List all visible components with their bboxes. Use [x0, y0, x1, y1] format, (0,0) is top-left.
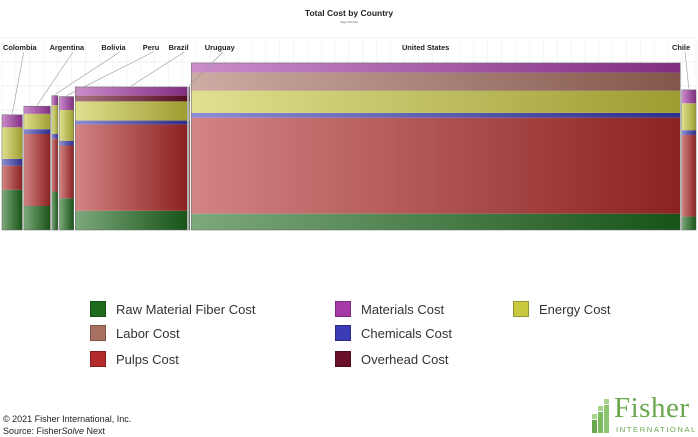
- bar-peru: [59, 96, 74, 231]
- bar-segment-raw: [23, 206, 51, 230]
- copyright-text: © 2021 Fisher International, Inc.: [3, 414, 132, 424]
- leader-line: [189, 51, 224, 87]
- leader-line: [66, 51, 154, 96]
- bar-segment-pulps: [59, 145, 74, 199]
- bar-segment-energy: [2, 127, 23, 159]
- bar-united-states: [191, 62, 681, 231]
- bar-uruguay: [188, 86, 191, 231]
- bar-segment-materials: [51, 95, 58, 106]
- bar-segment-chemicals: [2, 158, 23, 166]
- bar-segment-energy: [51, 105, 58, 134]
- leader-line: [54, 51, 120, 95]
- bar-segment-pulps: [188, 124, 190, 211]
- bar-brazil: [74, 86, 188, 231]
- bar-segment-materials: [59, 96, 74, 110]
- country-label: Chile: [672, 43, 690, 52]
- bar-segment-chemicals: [681, 130, 696, 135]
- country-label: Brazil: [169, 43, 189, 52]
- bar-segment-materials: [75, 86, 188, 96]
- bar-segment-materials: [2, 114, 23, 128]
- bar-segment-chemicals: [59, 140, 74, 146]
- logo-sub: INTERNATIONAL: [616, 425, 697, 434]
- logo-name: Fisher: [614, 392, 690, 424]
- bar-segment-materials: [23, 106, 51, 114]
- country-label: Argentina: [50, 43, 85, 52]
- bar-segment-pulps: [2, 165, 23, 190]
- bar-segment-energy: [188, 101, 190, 121]
- bar-outline: [188, 86, 191, 231]
- bar-segment-materials: [191, 62, 681, 73]
- bar-colombia: [1, 114, 23, 231]
- bar-segment-raw: [51, 191, 58, 230]
- country-label: Bolivia: [101, 43, 126, 52]
- bar-segment-pulps: [191, 117, 681, 214]
- bar-outline: [191, 62, 681, 231]
- country-label: Peru: [143, 43, 160, 52]
- bar-segment-raw: [2, 189, 23, 230]
- bar-segment-materials: [681, 89, 696, 104]
- country-label: United States: [402, 43, 449, 52]
- bar-segment-overhead: [75, 95, 188, 102]
- bar-segment-overhead: [188, 95, 190, 102]
- bar-segment-raw: [681, 216, 696, 230]
- logo-bars-icon: [592, 399, 609, 433]
- bar-argentina: [23, 105, 51, 231]
- source-text: Source: FisherSolve Next: [3, 426, 106, 436]
- leader-line: [36, 51, 74, 106]
- chart-subtitle: Sage FiberNet: [340, 20, 358, 24]
- bar-chile: [681, 89, 697, 231]
- leader-line: [131, 51, 185, 87]
- bar-segment-pulps: [23, 134, 51, 206]
- bar-outline: [1, 114, 23, 231]
- bar-segment-raw: [191, 213, 681, 230]
- leader-line: [684, 51, 690, 89]
- bar-outline: [51, 95, 59, 231]
- bar-segment-pulps: [51, 138, 58, 192]
- bar-segment-labor: [191, 72, 681, 91]
- leader-line: [11, 51, 25, 114]
- bar-segment-energy: [23, 113, 51, 130]
- bar-segment-pulps: [75, 124, 188, 211]
- bar-segment-chemicals: [75, 120, 188, 125]
- bar-segment-chemicals: [23, 129, 51, 134]
- chart-title: Total Cost by Country: [305, 8, 393, 18]
- fisher-logo: Fisher INTERNATIONAL: [592, 392, 697, 436]
- bar-segment-energy: [59, 110, 74, 141]
- bar-bolivia: [51, 95, 59, 231]
- bars: [1, 62, 697, 231]
- bar-outline: [74, 86, 188, 231]
- footer: © 2021 Fisher International, Inc. Source…: [3, 413, 131, 437]
- country-labels: Colombia Argentina Bolivia Peru Brazil Urugua…: [3, 43, 690, 114]
- country-label: Colombia: [3, 43, 38, 52]
- bar-segment-raw: [75, 210, 188, 230]
- bar-segment-pulps: [681, 134, 696, 217]
- bar-segment-chemicals: [188, 120, 190, 125]
- bar-outline: [23, 105, 51, 231]
- bar-segment-chemicals: [51, 134, 58, 139]
- country-label: Uruguay: [205, 43, 236, 52]
- bar-segment-materials: [188, 86, 190, 96]
- bar-segment-raw: [59, 198, 74, 230]
- bar-segment-energy: [191, 90, 681, 113]
- bar-outline: [681, 89, 697, 231]
- bar-segment-energy: [75, 101, 188, 121]
- bar-segment-chemicals: [191, 112, 681, 118]
- bar-segment-raw: [188, 210, 190, 230]
- bar-outline: [59, 96, 74, 231]
- bar-segment-energy: [681, 103, 696, 131]
